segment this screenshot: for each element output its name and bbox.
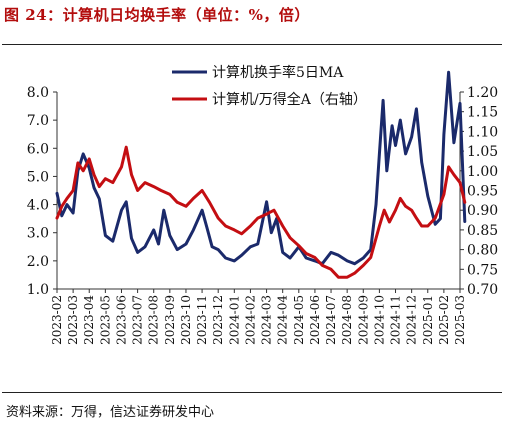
series-line-ratio [55,145,467,279]
legend-label: 计算机/万得全A（右轴） [212,91,367,108]
y-left-tick-label: 3.0 [27,226,49,242]
y-right-tick-label: 1.10 [467,124,498,140]
y-right-tick-label: 1.00 [467,164,498,180]
x-tick-label: 2023-02 [50,295,64,345]
y-right-tick-label: 1.20 [467,85,498,101]
x-tick-label: 2023-09 [163,295,177,345]
x-tick-label: 2024-02 [243,295,257,345]
x-tick-label: 2025-02 [437,295,451,345]
source-divider [2,392,502,393]
title-divider [2,44,502,45]
y-left-tick-label: 8.0 [27,85,49,101]
y-right-tick-label: 1.05 [467,144,498,160]
turnover-chart: 1.0 2.0 3.0 4.0 5.0 6.0 7.0 8.0 0.70 0.75 0.80 0.85… [27,64,498,345]
x-tick-label: 2024-06 [308,295,322,345]
y-left-tick-label: 2.0 [27,254,49,270]
x-tick-label: 2024-07 [324,295,338,345]
x-tick-label: 2023-06 [114,295,128,345]
x-tick-label: 2024-09 [356,295,370,345]
x-tick-label: 2024-01 [227,295,241,345]
source-note: 资料来源：万得，信达证券研发中心 [6,405,215,420]
x-tick-label: 2024-08 [340,295,354,345]
x-tick-label: 2024-12 [405,295,419,345]
x-tick-label: 2024-10 [372,295,386,345]
x-tick-label: 2023-04 [82,295,96,345]
figure-title: 图 24：计算机日均换手率（单位：%，倍） [4,6,310,24]
x-tick-label: 2024-05 [292,295,306,345]
y-right-tick-label: 1.15 [467,105,498,121]
x-tick-label: 2023-08 [147,295,161,345]
x-tick-label: 2023-10 [179,295,193,345]
legend-label: 计算机换手率5日MA [212,64,344,81]
y-right-tick-label: 0.70 [467,282,498,298]
y-right-tick-label: 0.95 [467,184,498,200]
x-tick-label: 2024-11 [389,295,403,345]
x-tick-label: 2024-04 [276,295,290,345]
y-left-tick-label: 4.0 [27,198,49,214]
x-tick-label: 2024-03 [260,295,274,345]
series-line-turnover [55,70,467,266]
y-left-tick-label: 5.0 [27,169,49,185]
y-right-tick-label: 0.80 [467,243,498,259]
x-tick-label: 2023-07 [131,295,145,345]
x-tick-label: 2023-05 [98,295,112,345]
x-tick-label: 2025-01 [421,295,435,345]
x-tick-label: 2025-03 [453,295,467,345]
y-left-tick-label: 7.0 [27,113,49,129]
y-right-tick-label: 0.85 [467,223,498,239]
x-tick-label: 2023-11 [195,295,209,345]
y-right-tick-label: 0.90 [467,203,498,219]
y-left-tick-label: 1.0 [27,282,49,298]
x-tick-label: 2023-03 [66,295,80,345]
y-left-tick-label: 6.0 [27,141,49,157]
y-right-tick-label: 0.75 [467,262,498,278]
x-tick-label: 2023-12 [211,295,225,345]
